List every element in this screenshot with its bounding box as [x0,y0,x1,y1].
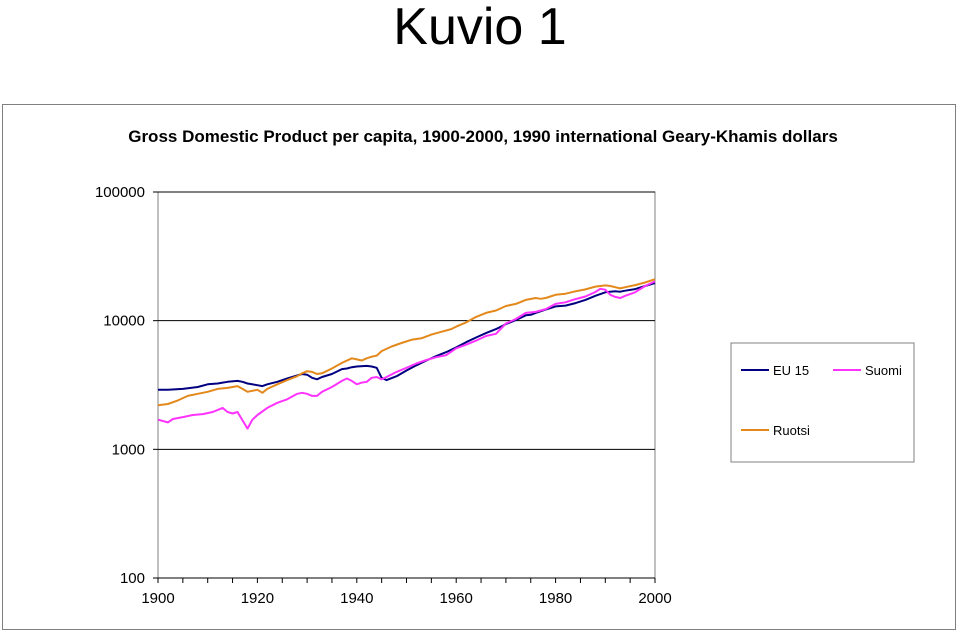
y-tick-label: 100000 [95,184,145,201]
x-tick-label: 1920 [241,590,274,607]
legend-label: Suomi [865,363,902,378]
series-line [157,278,656,407]
x-tick-label: 1900 [141,590,174,607]
y-tick-label: 100 [120,570,145,587]
chart-title: Gross Domestic Product per capita, 1900-… [128,127,838,146]
legend-box [730,342,915,463]
plot-area-border [157,191,656,579]
chart-frame [2,104,956,630]
series-line [157,280,656,430]
page-heading: Kuvio 1 [393,0,567,56]
legend-label: EU 15 [773,363,809,378]
x-tick-label: 1940 [340,590,373,607]
x-tick-label: 1980 [539,590,572,607]
y-tick-label: 10000 [103,313,145,330]
x-tick-label: 1960 [440,590,473,607]
series-line [158,282,656,391]
x-tick-label: 2000 [638,590,671,607]
legend-label: Ruotsi [773,423,810,438]
y-tick-label: 1000 [112,441,145,458]
